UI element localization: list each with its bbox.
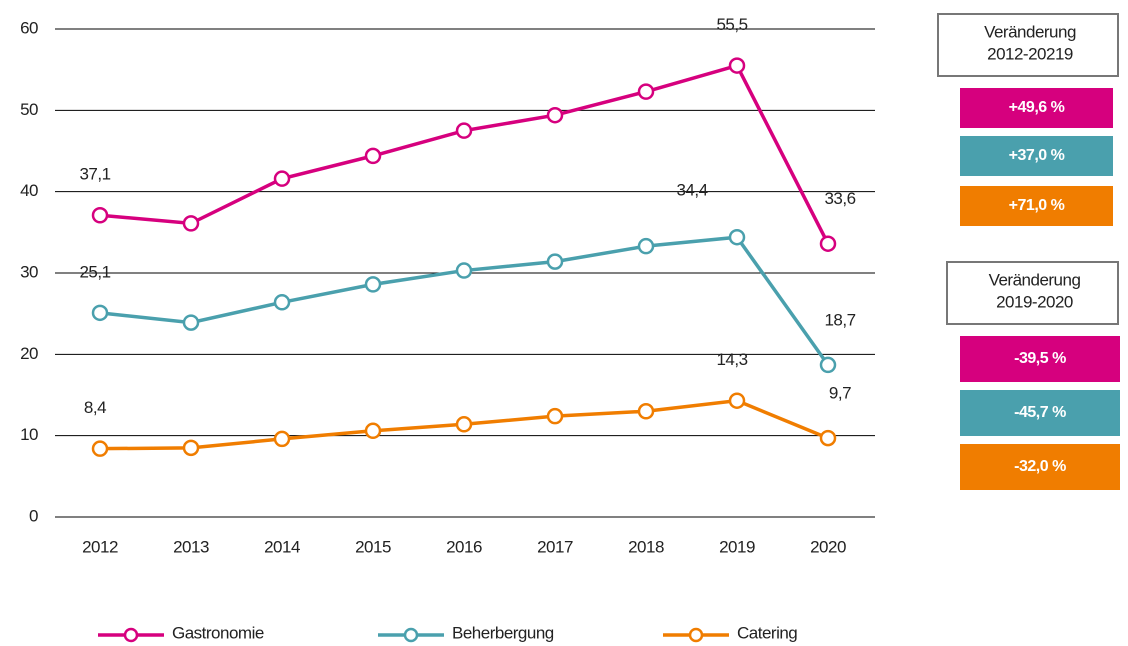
- data-label: 18,7: [824, 310, 855, 329]
- data-label: 33,6: [824, 189, 855, 208]
- data-point: [364, 422, 382, 440]
- y-tick-label: 30: [20, 262, 38, 281]
- change-box: [960, 88, 1113, 128]
- data-point: [819, 356, 837, 374]
- data-label: 25,1: [79, 262, 110, 281]
- change-box: [960, 336, 1120, 382]
- data-point: [819, 429, 837, 447]
- legend-label: Beherbergung: [452, 623, 554, 642]
- change-value: +71,0 %: [1009, 197, 1065, 214]
- panel-title: Veränderung: [989, 270, 1081, 289]
- data-point: [273, 430, 291, 448]
- data-point: [637, 237, 655, 255]
- panel-title: 2019-2020: [996, 292, 1073, 311]
- data-point: [637, 403, 655, 420]
- y-tick-label: 0: [29, 506, 38, 525]
- x-tick-label: 2014: [264, 537, 300, 556]
- y-tick-label: 40: [20, 181, 38, 200]
- x-tick-label: 2019: [719, 537, 755, 556]
- data-point: [91, 304, 109, 322]
- x-tick-label: 2018: [628, 537, 664, 556]
- data-point: [455, 262, 473, 279]
- series-line: [99, 235, 830, 366]
- data-point: [546, 253, 564, 270]
- data-label: 14,3: [716, 350, 747, 369]
- x-tick-label: 2016: [446, 537, 482, 556]
- legend-label: Gastronomie: [172, 623, 264, 642]
- data-point: [364, 276, 382, 293]
- data-point: [91, 207, 109, 224]
- y-tick-label: 60: [20, 18, 38, 37]
- legend-marker: [123, 627, 139, 643]
- data-point: [819, 235, 837, 252]
- y-tick-label: 10: [20, 425, 38, 444]
- data-label: 55,5: [716, 15, 747, 34]
- change-value: +37,0 %: [1009, 147, 1065, 164]
- x-tick-label: 2012: [82, 537, 118, 556]
- data-point: [273, 294, 291, 311]
- panel-title: Veränderung: [984, 22, 1076, 41]
- legend-marker: [403, 627, 419, 643]
- series-line: [99, 63, 830, 245]
- data-label: 34,4: [676, 181, 707, 200]
- data-point: [728, 57, 746, 74]
- change-box: [960, 186, 1113, 226]
- data-point: [546, 407, 564, 425]
- x-tick-label: 2015: [355, 537, 391, 556]
- panel-header: [937, 13, 1119, 77]
- data-label: 37,1: [79, 165, 110, 184]
- y-tick-label: 20: [20, 344, 38, 363]
- data-label: 8,4: [84, 398, 106, 417]
- panel-title: 2012-20219: [987, 44, 1073, 63]
- change-box: [960, 390, 1120, 436]
- legend-marker: [688, 627, 704, 643]
- data-point: [182, 215, 200, 232]
- data-point: [273, 170, 291, 187]
- data-point: [455, 122, 473, 139]
- x-tick-label: 2013: [173, 537, 209, 556]
- data-label: 9,7: [829, 384, 851, 403]
- data-point: [455, 416, 473, 433]
- data-point: [182, 439, 200, 457]
- x-tick-label: 2017: [537, 537, 573, 556]
- data-point: [91, 440, 109, 457]
- data-point: [637, 83, 655, 100]
- data-point: [728, 228, 746, 246]
- data-point: [182, 314, 200, 331]
- change-value: +49,6 %: [1009, 99, 1065, 116]
- legend-label: Catering: [737, 623, 797, 642]
- data-point: [546, 106, 564, 124]
- y-tick-label: 50: [20, 100, 38, 119]
- data-point: [728, 392, 746, 409]
- panel-header: [946, 261, 1119, 325]
- change-value: -45,7 %: [1014, 404, 1066, 421]
- data-point: [364, 147, 382, 165]
- change-value: -39,5 %: [1014, 350, 1066, 367]
- change-box: [960, 444, 1120, 490]
- x-tick-label: 2020: [810, 537, 846, 556]
- change-value: -32,0 %: [1014, 458, 1066, 475]
- change-box: [960, 136, 1113, 176]
